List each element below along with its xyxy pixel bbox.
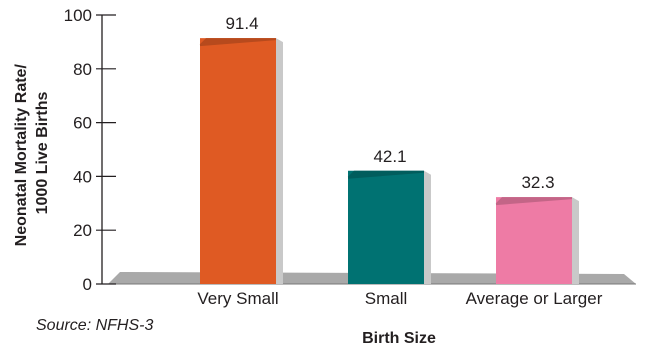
bar-side [424,170,431,284]
y-axis-title: Neonatal Mortality Rate/ 1000 Live Birth… [13,60,51,247]
data-label: 32.3 [521,173,554,192]
x-tick-label: Very Small [197,289,278,308]
bar-top-bevel [348,170,424,179]
bar [496,197,572,284]
bar-top-bevel [200,38,276,47]
y-tick-label: 60 [73,114,92,133]
bar-side [572,197,579,284]
bar [348,170,424,284]
bar-top-bevel [496,197,572,206]
data-label: 91.4 [225,14,258,33]
x-tick-label: Small [365,289,408,308]
y-tick-label: 20 [73,221,92,240]
y-tick-label: 80 [73,60,92,79]
source-note: Source: NFHS-3 [36,317,154,334]
y-tick-label: 0 [83,275,92,294]
x-tick-label: Average or Larger [466,289,603,308]
data-label: 42.1 [373,147,406,166]
bar-side [276,38,283,284]
y-tick-label: 40 [73,167,92,186]
x-axis-title: Birth Size [362,330,436,346]
y-axis-title-line-1: Neonatal Mortality Rate/ [13,64,30,247]
y-tick-label: 100 [64,6,92,25]
y-axis-title-line-2: 1000 Live Births [34,92,51,215]
bar [200,38,276,284]
